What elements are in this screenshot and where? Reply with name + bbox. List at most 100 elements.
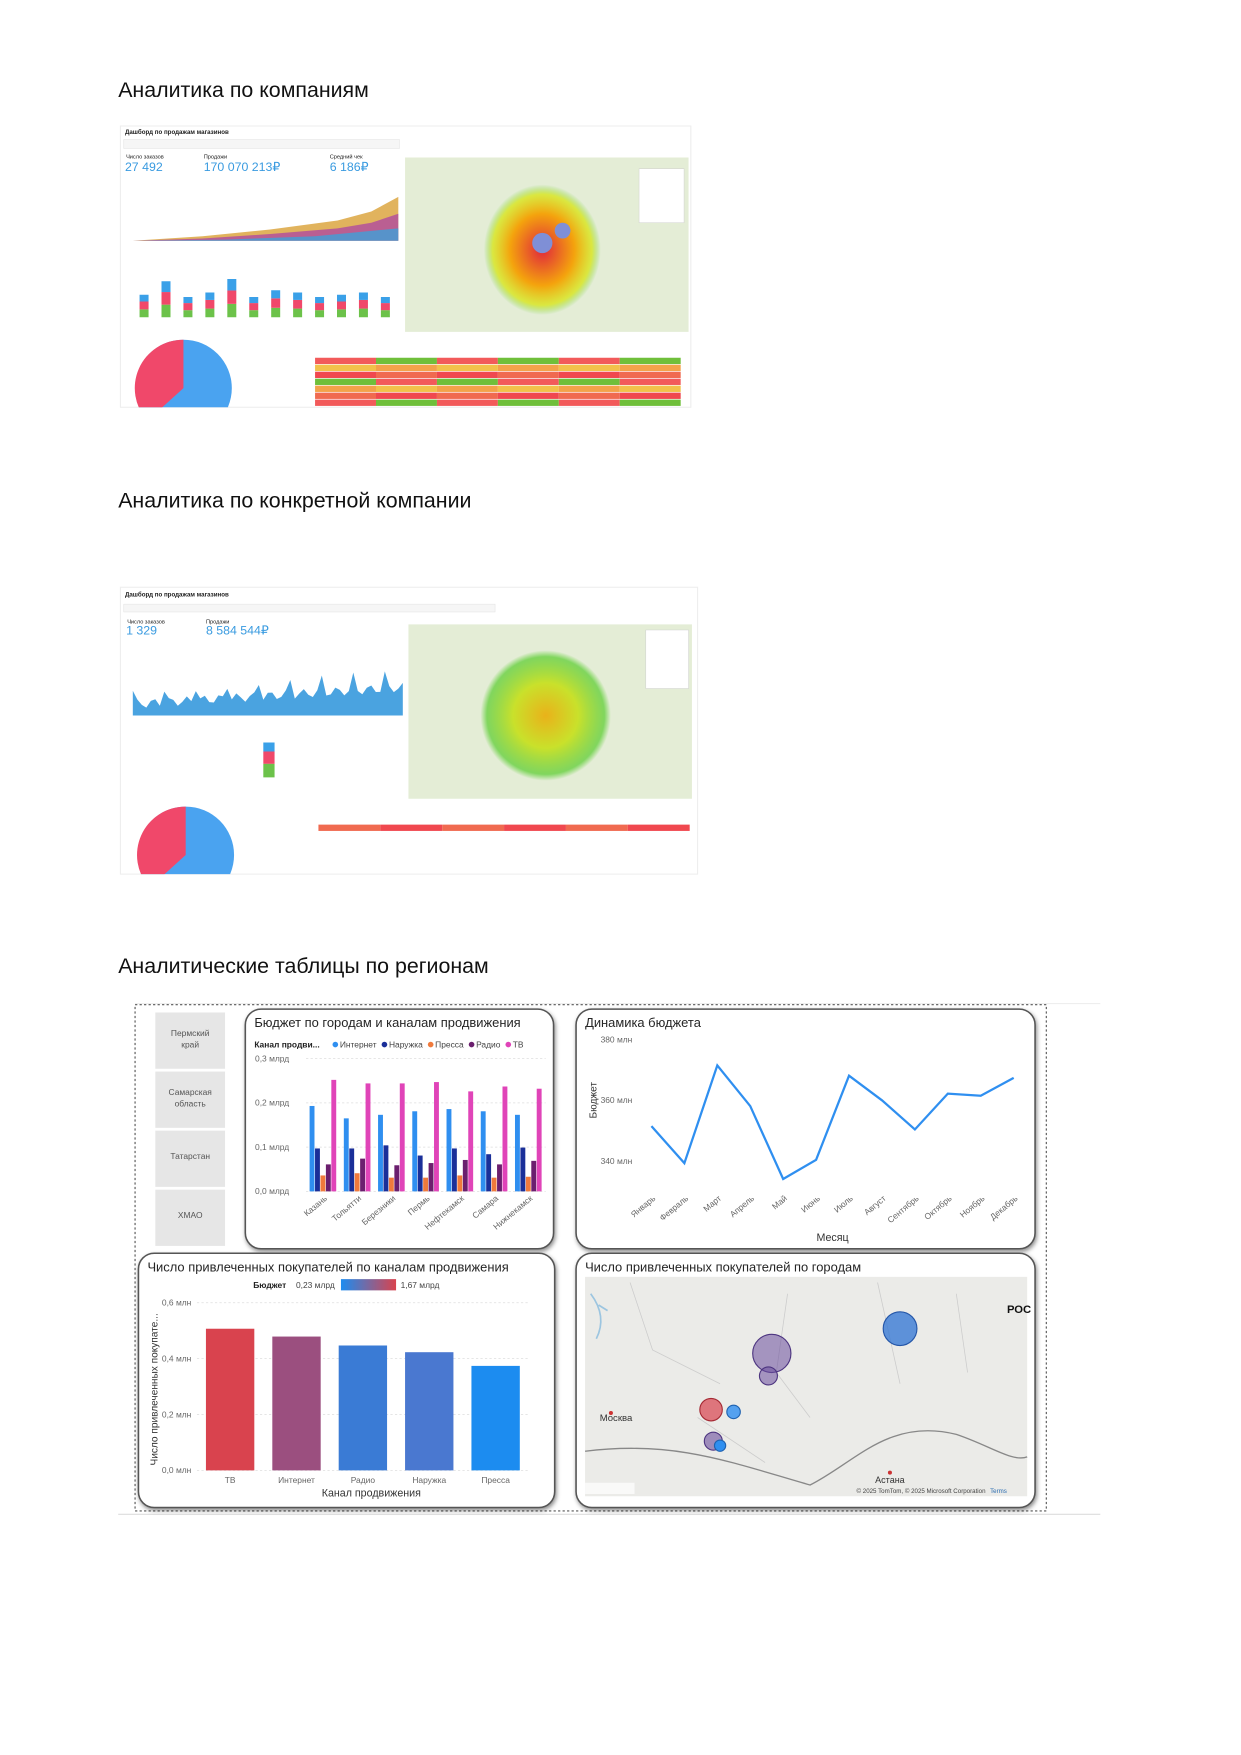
deco <box>497 364 559 372</box>
region-button[interactable] <box>155 1130 226 1187</box>
deco <box>376 371 437 378</box>
deco <box>358 308 368 318</box>
legend-marker <box>468 1041 475 1048</box>
region-label: Пермский край <box>171 1028 210 1049</box>
heading: Аналитические таблицы по регионам <box>118 954 489 978</box>
legend-label: Интернет <box>340 1039 377 1049</box>
legend-label: ТВ <box>513 1039 524 1049</box>
bar <box>468 1091 474 1192</box>
kpi-value: 170 070 213₽ <box>204 160 281 174</box>
deco <box>497 399 559 406</box>
deco <box>436 378 498 385</box>
deco <box>497 385 559 392</box>
y-tick-label: 0,2 млн <box>162 1409 192 1419</box>
deco <box>249 303 259 311</box>
bar <box>394 1165 400 1192</box>
deco <box>497 392 559 399</box>
kpi-value: 27 492 <box>125 160 163 174</box>
heading: Аналитика по конкретной компании <box>118 488 471 512</box>
deco <box>337 309 346 318</box>
bar <box>343 1118 349 1192</box>
map-label: РОС <box>1007 1304 1031 1316</box>
bar <box>486 1154 492 1192</box>
deco <box>315 385 376 392</box>
bar <box>360 1158 366 1192</box>
kpi-label: Число заказов <box>126 155 164 161</box>
deco <box>161 281 171 293</box>
deco <box>337 294 346 302</box>
bar <box>365 1083 371 1192</box>
map-attribution: © 2025 TomTom, © 2025 Microsoft Corporat… <box>857 1488 987 1495</box>
y-tick-label: 0,4 млн <box>162 1353 192 1363</box>
region-button[interactable] <box>155 1189 226 1246</box>
deco <box>619 378 681 385</box>
kpi-label: Продажи <box>204 155 227 161</box>
bar <box>388 1177 394 1192</box>
kpi-value: 6 186₽ <box>330 160 369 174</box>
y-tick-label: 0,0 млн <box>162 1465 192 1475</box>
x-tick-label: Интернет <box>278 1475 315 1485</box>
deco <box>436 371 498 378</box>
deco <box>558 371 620 378</box>
deco <box>358 292 368 300</box>
bar <box>446 1109 452 1192</box>
y-tick-label: 380 млн <box>601 1034 633 1044</box>
deco <box>315 297 325 304</box>
legend-label: Наружка <box>389 1039 423 1049</box>
y-tick-label: 340 млн <box>601 1156 633 1166</box>
deco <box>271 307 281 318</box>
kpi-value: 1 329 <box>126 624 157 638</box>
x-tick-label: Радио <box>351 1475 376 1485</box>
region-label: ХМАО <box>178 1210 203 1220</box>
deco <box>558 385 620 392</box>
bar <box>491 1177 497 1192</box>
y-tick-label: 0,1 млрд <box>255 1142 289 1152</box>
deco <box>315 357 376 365</box>
bar <box>383 1145 389 1192</box>
deco <box>619 392 681 399</box>
deco <box>558 392 620 399</box>
deco <box>436 385 498 392</box>
x-tick-label: Наружка <box>412 1475 446 1485</box>
line <box>650 1063 1015 1181</box>
bar <box>502 1086 508 1192</box>
deco <box>558 399 620 406</box>
chart-title: Число привлеченных покупателей по канала… <box>147 1259 508 1274</box>
deco <box>619 357 681 365</box>
dashboard-title: Дашборд по продажам магазинов <box>125 591 229 598</box>
deco <box>139 294 149 302</box>
x-tick-label: Пресса <box>481 1475 510 1485</box>
chart-title: Бюджет по городам и каналам продвижения <box>254 1015 520 1030</box>
deco <box>249 310 259 318</box>
bar <box>405 1352 454 1471</box>
y-tick-label: 0,6 млн <box>162 1298 192 1308</box>
deco <box>227 290 237 304</box>
bar <box>399 1083 405 1192</box>
deco <box>376 385 437 392</box>
deco <box>436 399 498 406</box>
legend-marker <box>427 1041 434 1048</box>
heading: Аналитика по компаниям <box>118 78 369 102</box>
y-axis-label: Бюджет <box>588 1082 599 1119</box>
deco <box>315 364 376 372</box>
region-button[interactable] <box>155 1012 226 1069</box>
map-label: Москва <box>600 1413 633 1424</box>
deco <box>161 292 171 305</box>
deco <box>442 824 505 831</box>
x-tick-label: ТВ <box>225 1475 236 1485</box>
legend-title: Бюджет <box>253 1280 286 1290</box>
bar <box>325 1164 331 1192</box>
bar <box>315 1148 320 1192</box>
deco <box>619 371 681 378</box>
legend-max: 1,67 млрд <box>401 1280 440 1290</box>
bar <box>205 1328 255 1471</box>
region-label: Татарстан <box>170 1151 210 1161</box>
legend-marker <box>381 1041 388 1048</box>
legend-title: Канал продви... <box>254 1039 319 1049</box>
deco <box>504 824 566 831</box>
deco <box>227 279 237 291</box>
bar <box>423 1177 429 1192</box>
region-button[interactable] <box>155 1071 226 1128</box>
deco <box>619 364 681 372</box>
deco <box>315 399 376 406</box>
